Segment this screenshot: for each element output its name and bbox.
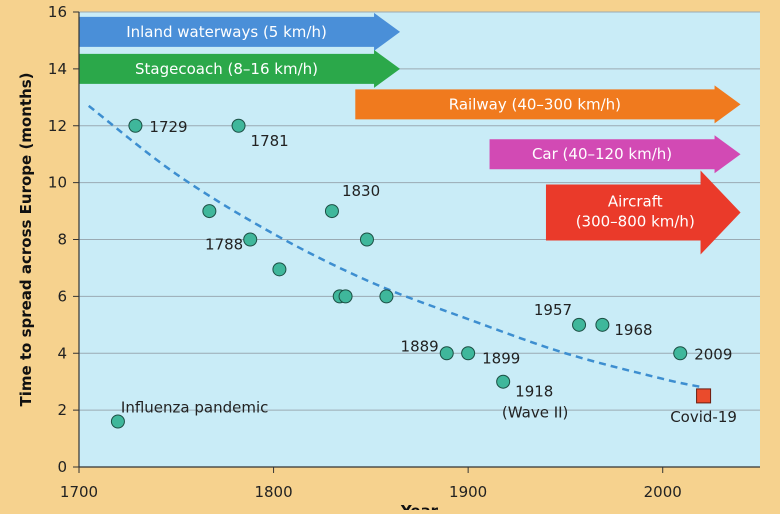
x-tick-label: 2000 <box>644 483 682 501</box>
data-point <box>324 204 339 219</box>
transport-arrow <box>489 135 741 174</box>
y-tick-label: 0 <box>57 458 67 476</box>
arrow-label: Aircraft <box>608 192 663 210</box>
point-label: 1830 <box>342 182 380 200</box>
y-tick-label: 16 <box>48 3 67 21</box>
y-tick-label: 12 <box>48 117 67 135</box>
point-label: 1918 <box>515 383 553 401</box>
data-point <box>496 374 511 389</box>
data-point <box>379 289 394 304</box>
y-axis-title: Time to spread across Europe (months) <box>17 72 35 406</box>
arrow-label: Inland waterways (5 km/h) <box>126 23 327 41</box>
arrow-label: Stagecoach (8–16 km/h) <box>135 60 318 78</box>
arrow-label: Railway (40–300 km/h) <box>449 95 621 113</box>
point-label: Covid-19 <box>670 408 737 426</box>
point-label: 1788 <box>205 236 243 254</box>
data-point <box>128 118 143 133</box>
point-label: 1889 <box>401 337 439 355</box>
data-point <box>272 262 287 277</box>
y-tick-label: 4 <box>57 344 67 362</box>
data-point <box>461 346 476 361</box>
trend-line <box>87 104 704 389</box>
data-point <box>572 317 587 332</box>
arrow-label: (300–800 km/h) <box>576 212 695 230</box>
transport-arrow <box>545 170 741 255</box>
wave-annotation: (Wave II) <box>502 404 569 422</box>
point-label: 1968 <box>614 321 652 339</box>
y-tick-label: 8 <box>57 231 67 249</box>
y-tick-label: 14 <box>48 60 67 78</box>
point-label: 1729 <box>149 118 187 136</box>
transport-arrow <box>79 12 401 51</box>
data-point <box>202 204 217 219</box>
data-point <box>359 232 374 247</box>
point-label: Influenza pandemic <box>121 399 268 417</box>
covid-point <box>696 388 712 404</box>
data-point <box>231 118 246 133</box>
y-tick-label: 2 <box>57 401 67 419</box>
data-point <box>243 232 258 247</box>
point-label: 1957 <box>534 301 572 319</box>
data-point <box>338 289 353 304</box>
data-point <box>439 346 454 361</box>
arrow-label: Car (40–120 km/h) <box>532 145 672 163</box>
data-point <box>673 346 688 361</box>
point-label: 1781 <box>251 132 289 150</box>
y-tick-label: 6 <box>57 287 67 305</box>
x-tick-label: 1700 <box>60 483 98 501</box>
point-label: 1899 <box>482 349 520 367</box>
y-tick-label: 10 <box>48 174 67 192</box>
x-tick-label: 1800 <box>254 483 292 501</box>
data-point <box>110 414 125 429</box>
transport-arrow <box>355 85 741 124</box>
point-label: 2009 <box>694 345 732 363</box>
x-tick-label: 1900 <box>449 483 487 501</box>
transport-arrow <box>79 49 401 88</box>
x-axis-title: Year <box>400 502 439 510</box>
data-point <box>595 317 610 332</box>
